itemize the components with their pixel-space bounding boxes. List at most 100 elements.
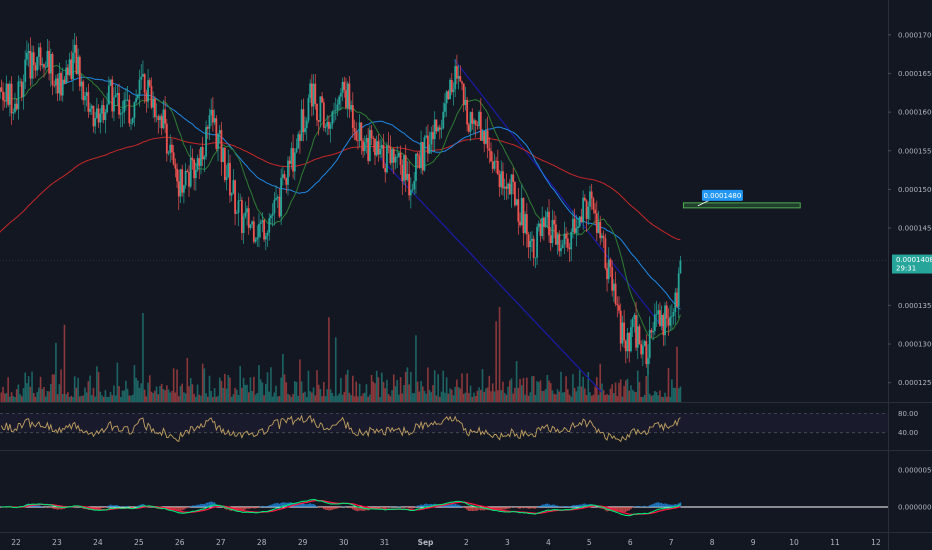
volume-bar (201, 363, 204, 402)
volume-bar (660, 396, 663, 402)
volume-bar (423, 390, 426, 402)
current-price-tag[interactable] (892, 254, 932, 274)
macd-histogram-bar (478, 507, 480, 510)
macd-histogram-bar (565, 506, 567, 507)
candle-body (387, 145, 390, 147)
volume-bar (157, 394, 160, 402)
volume-bar (246, 384, 248, 402)
candle-body (99, 113, 102, 123)
candle-body (205, 126, 207, 157)
candle-body (22, 82, 25, 98)
volume-bar (101, 395, 103, 402)
macd-histogram-bar (328, 507, 330, 511)
candle-body (636, 326, 639, 348)
channel-lower-line[interactable] (380, 158, 603, 393)
candle-body (568, 247, 571, 250)
volume-bar (468, 393, 470, 402)
time-axis[interactable]: 22 23 24 25 26 27 28 29 30 31 Sep 2 3 4 5 6 7 8 9 10 11 12 (11, 538, 881, 547)
volume-bar (17, 384, 20, 402)
macd-histogram-bar (297, 503, 300, 507)
target-zone[interactable]: 0.0001480 (682, 189, 801, 209)
candle-body (653, 314, 656, 332)
candle-body (389, 146, 392, 164)
candle-body (66, 67, 69, 75)
candle-body (449, 79, 451, 100)
macd-histogram-bar (256, 507, 259, 509)
volume-bar (270, 367, 272, 402)
volume-bar (266, 372, 269, 402)
macd-histogram-bar (118, 506, 120, 507)
macd-histogram-bar (116, 505, 119, 507)
volume-bar (162, 389, 165, 402)
candle-body (70, 59, 73, 80)
volume-bar (597, 394, 600, 402)
volume-bar (526, 377, 528, 402)
candle-body (628, 332, 631, 352)
macd-histogram-bar (638, 506, 641, 507)
volume-bar (84, 387, 86, 402)
candle-body (399, 152, 402, 165)
macd-histogram-bar (479, 507, 482, 511)
candle-body (239, 200, 242, 202)
volume-bar (328, 317, 330, 402)
candle-body (531, 238, 533, 241)
volume-bar (48, 391, 50, 402)
macd-histogram-bar (476, 507, 479, 511)
macd-histogram-bar (447, 503, 450, 507)
candle-body (483, 131, 486, 144)
volume-bar (73, 376, 76, 402)
macd-histogram-bar (474, 507, 477, 511)
volume-bar (9, 396, 11, 402)
macd-histogram-bar (323, 507, 325, 509)
macd-histogram-bar (498, 507, 501, 511)
target-label-bg[interactable] (701, 189, 743, 201)
macd-histogram-bar (184, 507, 187, 509)
candle-body (94, 117, 97, 127)
candle-body (592, 198, 595, 210)
macd-histogram-bar (481, 507, 484, 511)
candle-body (324, 126, 327, 128)
volume-bar (667, 367, 670, 402)
volume-bar (493, 391, 496, 402)
candle-body (155, 116, 158, 118)
candle-body (548, 211, 550, 236)
volume-bar (551, 390, 554, 402)
volume-bar (435, 395, 438, 402)
candle-body (293, 152, 296, 172)
candle-body (411, 189, 414, 191)
macd-histogram-bar (543, 504, 545, 507)
candle-body (631, 319, 634, 328)
candle-body (246, 208, 248, 213)
macd-histogram-bar (191, 505, 194, 507)
candle-body (177, 181, 180, 197)
channel-upper-line[interactable] (453, 59, 664, 329)
candle-body (251, 221, 254, 225)
macd-histogram-bar (111, 505, 114, 507)
candle-body (589, 191, 591, 207)
candle-body (206, 126, 209, 129)
candle-body (374, 138, 376, 156)
volume-bar (672, 387, 675, 402)
macd-histogram-bar (331, 507, 334, 510)
candle-body (572, 218, 574, 232)
candle-body (570, 231, 573, 250)
candle-body (416, 153, 419, 156)
candle-body (350, 105, 353, 110)
candle-body (657, 310, 660, 315)
rsi-tick-label: 40.00 (898, 429, 918, 437)
date-label: 28 (257, 538, 267, 547)
volume-bar (67, 392, 69, 402)
volume-bar (309, 391, 311, 402)
target-box[interactable] (682, 202, 801, 209)
macd-histogram-bar (497, 507, 499, 510)
volume-bar (636, 370, 639, 402)
volume-bar (324, 396, 327, 402)
candle-body (462, 83, 465, 106)
volume-bar (189, 377, 192, 402)
